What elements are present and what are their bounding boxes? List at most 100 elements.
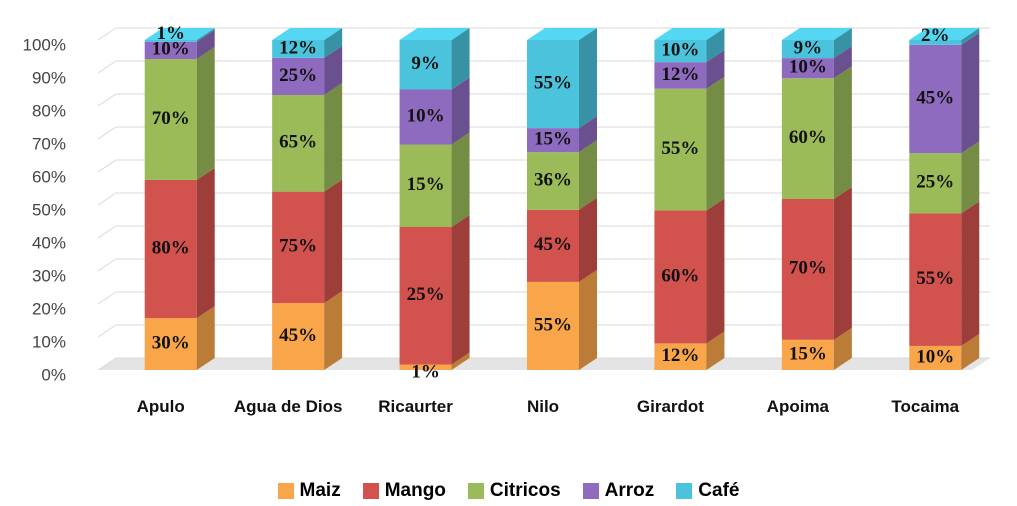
bar-segment	[272, 83, 343, 192]
bar-side	[833, 66, 852, 199]
bar-front	[144, 59, 197, 180]
value-label: 45%	[279, 325, 317, 346]
value-label: 2%	[921, 25, 950, 46]
bar-side	[196, 167, 215, 319]
legend-label: Arroz	[604, 480, 655, 501]
value-label: 10%	[152, 39, 190, 60]
bar-front	[272, 40, 325, 58]
bar-side	[706, 76, 725, 211]
bar-segment	[144, 306, 215, 370]
bar-segment	[144, 47, 215, 180]
value-label: 70%	[152, 108, 190, 129]
bar-side	[706, 50, 725, 89]
bar-side	[324, 83, 343, 192]
bar-front	[272, 57, 325, 95]
bar-segment	[527, 269, 597, 370]
legend-item: Arroz	[582, 480, 655, 502]
bar-segment	[272, 179, 343, 304]
x-tick-label: Girardot	[636, 397, 704, 416]
bar-side	[324, 28, 343, 58]
legend-swatch	[362, 483, 379, 499]
legend-item: Mango	[362, 480, 446, 502]
y-tick-label: 70%	[32, 134, 66, 153]
value-label: 15%	[534, 128, 572, 149]
bar-segment	[399, 77, 470, 145]
value-label: 55%	[534, 314, 572, 335]
bar-segment	[272, 28, 343, 58]
bar-segment	[654, 50, 725, 89]
legend-swatch	[467, 483, 484, 499]
bar-side	[451, 215, 470, 365]
x-tick-label: Apoima	[766, 397, 830, 416]
bar-segment	[144, 167, 215, 319]
bar-front	[909, 40, 962, 45]
bar-front	[781, 339, 834, 370]
bar-front	[527, 40, 579, 129]
bar-front	[272, 191, 325, 304]
bar-front	[781, 40, 834, 59]
value-label: 12%	[279, 37, 317, 58]
chart: 0% 10% 20% 30% 40% 50% 60% 70% 80% 90% 100% 30% 80% 7…	[23, 23, 990, 384]
value-label: 10%	[916, 346, 954, 367]
value-label: 15%	[407, 174, 445, 195]
bar-segment	[527, 197, 597, 282]
y-tick-label: 80%	[32, 101, 66, 120]
bar-segment	[144, 28, 215, 42]
bar-segment	[781, 327, 852, 370]
value-label: 25%	[407, 284, 445, 305]
bar-front	[144, 179, 197, 319]
bar-front	[909, 44, 962, 154]
legend-item: Café	[676, 480, 739, 502]
value-label: 65%	[279, 132, 317, 153]
bar-top	[909, 28, 980, 40]
bar-front	[272, 303, 325, 370]
bar-segment	[399, 28, 470, 90]
legend-label: Maiz	[299, 480, 341, 501]
bar-segment	[399, 215, 470, 365]
bar-side	[833, 327, 852, 370]
bar-side	[196, 29, 215, 60]
bar-segment	[527, 140, 597, 210]
bar-side	[579, 28, 597, 129]
value-label: 15%	[789, 343, 827, 364]
bar-front	[909, 345, 962, 370]
bar-segment	[781, 28, 852, 59]
bar-side	[961, 141, 980, 214]
legend-item: Maiz	[277, 480, 341, 502]
bar-side	[706, 331, 725, 370]
bar-segment	[527, 116, 597, 153]
value-label: 55%	[916, 268, 954, 289]
value-label: 45%	[916, 87, 954, 108]
bar-side	[833, 186, 852, 340]
bar-front	[527, 281, 579, 370]
bar-front	[909, 153, 962, 214]
legend-swatch	[277, 483, 294, 499]
y-tick-label: 0%	[41, 365, 66, 384]
bar-side	[961, 201, 980, 346]
bar-top	[781, 28, 852, 40]
bar-segment	[909, 201, 980, 346]
bar-front	[654, 210, 707, 344]
value-label: 1%	[411, 362, 440, 383]
bar-segment	[781, 186, 852, 340]
bar-front	[144, 40, 197, 42]
bar-front	[909, 213, 962, 346]
x-tick-label: Apulo	[136, 397, 185, 416]
bar-segment	[654, 28, 725, 63]
bar-segment	[909, 141, 980, 214]
bar-front	[399, 40, 452, 90]
bar-segment	[144, 29, 215, 60]
bar-front	[654, 62, 707, 89]
value-label: 70%	[789, 258, 827, 279]
bar-side	[451, 77, 470, 145]
value-label: 30%	[152, 332, 190, 353]
bar-side	[833, 46, 852, 79]
x-tick-label: Tocaima	[891, 397, 960, 416]
value-label: 10%	[789, 57, 827, 78]
bar-front	[399, 89, 452, 145]
y-tick-label: 30%	[32, 266, 66, 285]
value-label: 10%	[661, 39, 699, 60]
bar-front	[654, 343, 707, 370]
bar-front	[399, 227, 452, 365]
bar-side	[196, 28, 215, 42]
